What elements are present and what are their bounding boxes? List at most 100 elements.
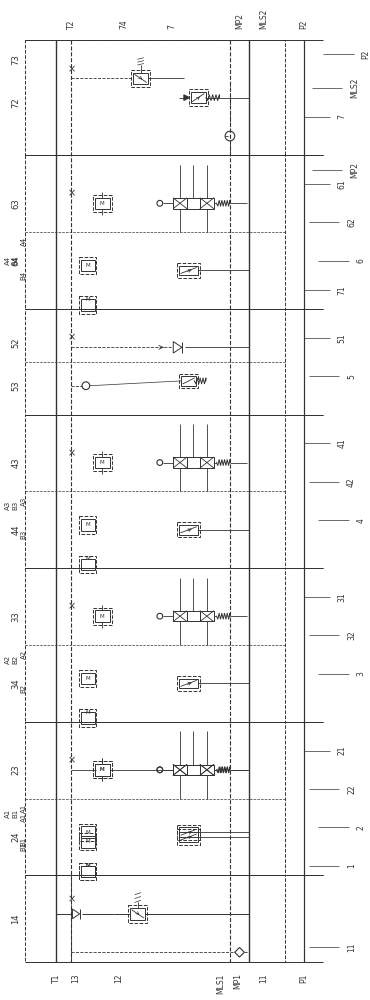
Text: ×: × bbox=[67, 333, 75, 343]
Bar bbox=[173, 198, 187, 209]
Bar bbox=[179, 525, 198, 535]
Text: M: M bbox=[100, 201, 105, 206]
Bar bbox=[26, 155, 285, 309]
Text: 22: 22 bbox=[347, 784, 356, 794]
Text: 61: 61 bbox=[337, 179, 346, 189]
Text: B1: B1 bbox=[20, 842, 27, 851]
Bar bbox=[79, 863, 97, 880]
Bar bbox=[200, 457, 213, 468]
Bar bbox=[131, 70, 150, 87]
Bar bbox=[177, 829, 200, 845]
Bar bbox=[179, 832, 198, 842]
Text: A2: A2 bbox=[5, 655, 11, 664]
Text: A4: A4 bbox=[5, 256, 11, 265]
Bar bbox=[181, 376, 196, 386]
Bar bbox=[200, 611, 213, 621]
Bar bbox=[173, 765, 187, 775]
Bar bbox=[79, 824, 97, 841]
Text: A4: A4 bbox=[20, 237, 27, 246]
Bar bbox=[200, 198, 213, 209]
Text: A1: A1 bbox=[20, 813, 27, 822]
Text: M: M bbox=[85, 710, 90, 715]
Bar bbox=[187, 198, 200, 209]
Polygon shape bbox=[184, 95, 189, 101]
Text: P2: P2 bbox=[361, 50, 370, 59]
Text: P1: P1 bbox=[299, 973, 308, 983]
Text: 44: 44 bbox=[11, 525, 20, 535]
Bar bbox=[81, 866, 94, 877]
Text: 34: 34 bbox=[11, 678, 20, 689]
Text: 72: 72 bbox=[11, 97, 20, 108]
Bar bbox=[128, 905, 147, 923]
Bar bbox=[79, 863, 97, 880]
Text: 1: 1 bbox=[347, 863, 356, 868]
Text: 12: 12 bbox=[114, 973, 123, 983]
Bar bbox=[26, 568, 285, 722]
Text: A3: A3 bbox=[5, 501, 11, 510]
Text: 51: 51 bbox=[337, 333, 346, 343]
Bar bbox=[177, 263, 200, 278]
Bar bbox=[81, 299, 94, 311]
Text: 71: 71 bbox=[337, 285, 346, 295]
Bar bbox=[81, 559, 94, 570]
Bar bbox=[94, 610, 110, 622]
Text: M: M bbox=[85, 863, 90, 868]
Bar bbox=[187, 611, 200, 621]
Bar bbox=[26, 415, 285, 568]
Bar bbox=[92, 761, 112, 778]
Bar bbox=[92, 454, 112, 471]
Text: 2: 2 bbox=[357, 825, 366, 830]
Text: 11: 11 bbox=[347, 943, 356, 952]
Bar bbox=[191, 92, 206, 103]
Bar bbox=[130, 908, 145, 920]
Bar bbox=[26, 40, 285, 155]
Bar bbox=[177, 522, 200, 537]
Polygon shape bbox=[73, 909, 80, 919]
Text: T2: T2 bbox=[67, 19, 76, 29]
Bar bbox=[81, 866, 94, 877]
Bar bbox=[79, 833, 97, 850]
Bar bbox=[133, 73, 148, 84]
Text: 21: 21 bbox=[337, 746, 346, 755]
Bar bbox=[189, 89, 208, 106]
Text: B1: B1 bbox=[13, 808, 19, 818]
Text: 13: 13 bbox=[71, 973, 80, 983]
Text: 42: 42 bbox=[347, 477, 356, 487]
Text: ×: × bbox=[67, 448, 75, 458]
Bar bbox=[79, 257, 97, 274]
Text: M: M bbox=[85, 676, 90, 681]
Text: 24: 24 bbox=[11, 832, 20, 842]
Bar bbox=[179, 679, 198, 688]
Polygon shape bbox=[173, 342, 182, 353]
Text: 4: 4 bbox=[357, 518, 366, 523]
Text: 5: 5 bbox=[347, 374, 356, 379]
Text: MLS1: MLS1 bbox=[216, 973, 225, 994]
Text: M: M bbox=[85, 830, 90, 835]
Text: 74: 74 bbox=[120, 19, 129, 29]
Text: B1: B1 bbox=[20, 837, 27, 846]
Bar bbox=[200, 765, 213, 775]
Text: B2: B2 bbox=[20, 684, 27, 693]
Bar bbox=[179, 827, 198, 837]
Text: 62: 62 bbox=[347, 218, 356, 227]
Bar bbox=[92, 195, 112, 212]
Text: M: M bbox=[100, 767, 105, 772]
Bar bbox=[177, 825, 200, 840]
Text: M: M bbox=[85, 522, 90, 527]
Text: 53: 53 bbox=[11, 380, 20, 391]
Text: P2: P2 bbox=[299, 19, 308, 29]
Text: 33: 33 bbox=[11, 611, 20, 622]
Bar bbox=[81, 673, 94, 684]
Bar bbox=[81, 826, 94, 838]
Text: B3: B3 bbox=[13, 501, 19, 510]
Bar bbox=[79, 296, 97, 314]
Text: B4: B4 bbox=[13, 256, 19, 265]
Text: 11: 11 bbox=[259, 973, 268, 983]
Text: M: M bbox=[85, 556, 90, 561]
Text: MP1: MP1 bbox=[233, 973, 242, 989]
Bar bbox=[200, 765, 213, 775]
Text: ×: × bbox=[67, 755, 75, 765]
Text: 14: 14 bbox=[11, 913, 20, 924]
Text: 6: 6 bbox=[357, 258, 366, 263]
Text: M: M bbox=[100, 767, 105, 772]
